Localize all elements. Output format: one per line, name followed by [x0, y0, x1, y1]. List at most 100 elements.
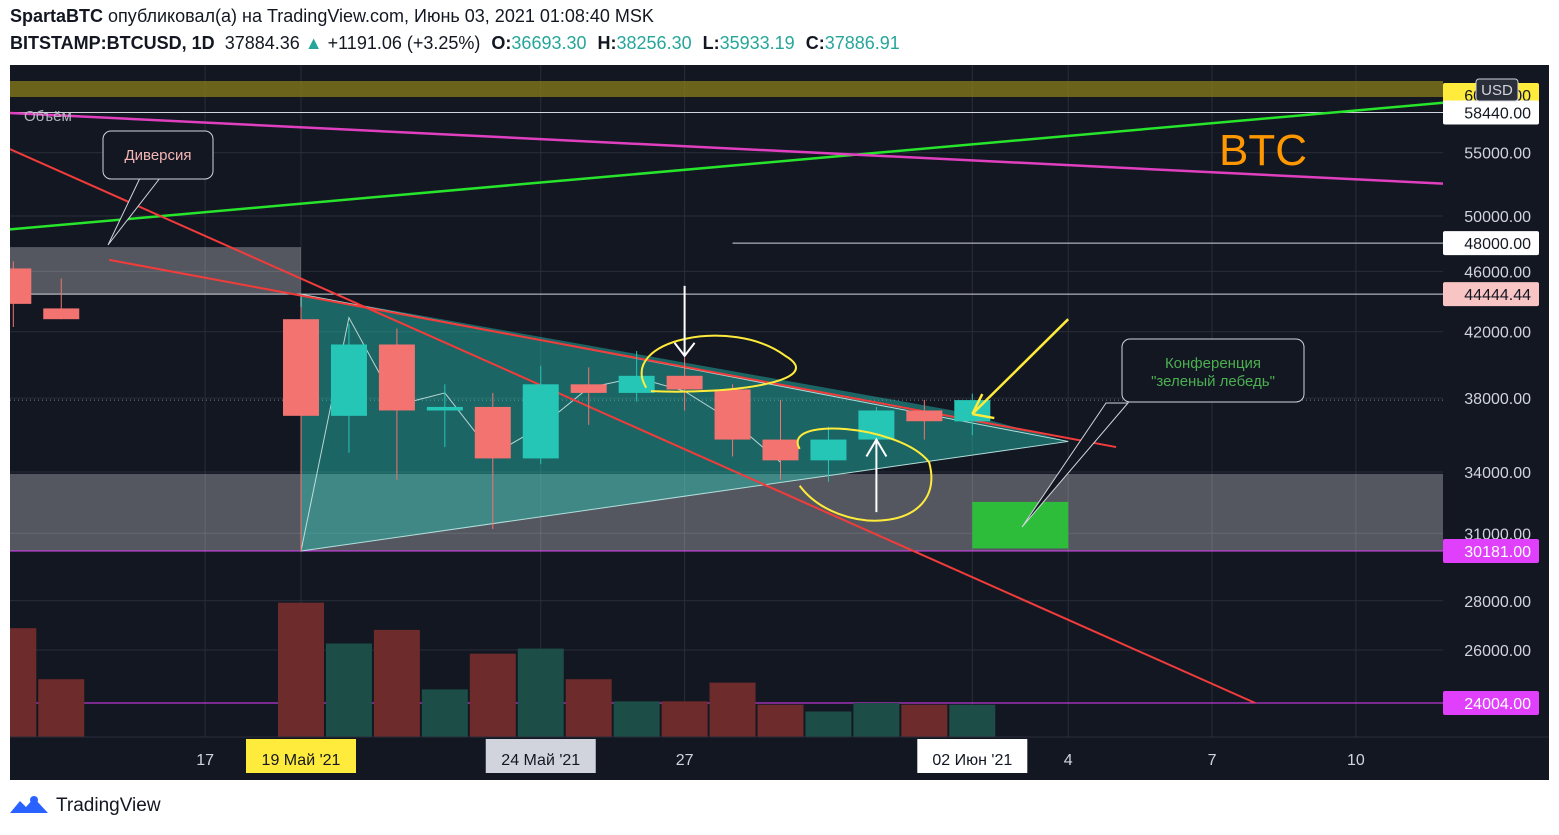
chart-area[interactable]: Диверсия Конференция "зеленый лебедь" Объём… — [10, 65, 1549, 780]
time-highlight-label: 19 Май '21 — [262, 752, 341, 769]
time-tick-label: 17 — [196, 752, 214, 769]
candle-up — [810, 439, 847, 461]
candle-down — [714, 389, 751, 440]
open-value: 36693.30 — [511, 33, 587, 53]
chart-title: BTC — [1219, 126, 1307, 175]
volume-bar — [278, 602, 324, 737]
time-highlight-bg — [917, 739, 1028, 773]
footer: TradingView — [8, 795, 161, 817]
volume-bar — [421, 689, 468, 737]
symbol-ohlc-line: BITSTAMP:BTCUSD, 1D 37884.36 ▲ +1191.06 … — [10, 33, 900, 54]
close-label: C: — [805, 33, 825, 53]
price-change: +1191.06 (+3.25%) — [327, 33, 481, 53]
price-marker-bg — [1443, 539, 1539, 564]
volume-bar — [853, 703, 900, 737]
callout-pointer — [1021, 402, 1130, 528]
resistance-zone — [10, 81, 1443, 97]
annotation-diversia: Диверсия — [124, 147, 191, 164]
candle-down — [762, 439, 799, 461]
candle-down — [570, 384, 607, 393]
time-highlight-label: 24 Май '21 — [501, 752, 580, 769]
currency-label: USD — [1481, 82, 1513, 99]
close-value: 37886.91 — [824, 33, 900, 53]
volume-bar — [613, 701, 660, 737]
candle-up — [330, 344, 367, 416]
candle-down — [10, 268, 32, 304]
price-marker-label: 48000.00 — [1464, 236, 1531, 253]
low-label: L: — [702, 33, 720, 53]
candle-up — [522, 384, 559, 459]
volume-bar — [901, 704, 948, 737]
price-marker-label: 30181.00 — [1464, 544, 1531, 561]
symbol-name[interactable]: BITSTAMP:BTCUSD, 1D — [10, 33, 215, 53]
candle-down — [378, 344, 415, 411]
price-marker-label: 58440.00 — [1464, 105, 1531, 122]
open-label: O: — [491, 33, 512, 53]
volume-bar — [757, 704, 804, 737]
annotation-conference-line2: "зеленый лебедь" — [1151, 373, 1275, 390]
price-axis-bg — [1443, 65, 1549, 737]
price-tick-label: 38000.00 — [1464, 391, 1531, 408]
publish-info: SpartaBTC опубликовал(а) на TradingView.… — [10, 6, 654, 27]
volume-bar — [949, 704, 996, 737]
magenta-trend-line — [10, 111, 1444, 185]
price-marker-bg — [1443, 691, 1539, 715]
candle-down — [283, 319, 319, 416]
author-name[interactable]: SpartaBTC — [10, 6, 104, 26]
price-tick-label: 46000.00 — [1464, 264, 1531, 281]
candle-down — [906, 410, 943, 422]
up-arrow-icon: ▲ — [304, 33, 323, 53]
price-tick-label: 26000.00 — [1464, 643, 1531, 660]
price-marker-bg — [1443, 282, 1539, 307]
price-tick-label: 50000.00 — [1464, 209, 1531, 226]
time-highlight-bg — [485, 739, 596, 773]
tradingview-logo-icon — [10, 796, 48, 813]
price-tick-label: 28000.00 — [1464, 594, 1531, 611]
volume-bar — [805, 711, 852, 737]
price-marker-label: 24004.00 — [1464, 696, 1531, 713]
candle-down — [474, 406, 511, 459]
yellow-circle-top — [640, 334, 797, 393]
volume-bar — [469, 653, 516, 737]
volume-bar — [565, 679, 612, 737]
price-marker-label: 44444.44 — [1464, 287, 1531, 304]
volume-bar — [38, 679, 85, 737]
last-price: 37884.36 — [224, 33, 300, 53]
currency-badge — [1475, 78, 1519, 102]
chart-svg[interactable]: Диверсия Конференция"зеленый лебедь" Объём… — [10, 65, 1549, 780]
time-highlight-label: 02 Июн '21 — [932, 752, 1012, 769]
price-tick-label: 55000.00 — [1464, 146, 1531, 163]
volume-bar — [325, 643, 372, 737]
conference-box — [972, 501, 1069, 549]
time-tick-label: 7 — [1208, 752, 1217, 769]
annotation-conference-line1: Конференция — [1165, 355, 1261, 372]
down-arrow-head — [673, 342, 696, 358]
candle-down — [666, 375, 703, 390]
time-highlight-bg — [246, 739, 356, 773]
callout-box — [1121, 338, 1305, 403]
candle-up — [618, 375, 655, 393]
price-tick-label: 31000.00 — [1464, 526, 1531, 543]
up-arrow-head — [865, 437, 888, 458]
volume-bar — [517, 648, 564, 737]
time-tick-label: 10 — [1347, 752, 1365, 769]
tradingview-brand[interactable]: TradingView — [56, 795, 161, 816]
price-marker-bg — [1443, 231, 1539, 256]
volume-label: Объём — [24, 108, 72, 125]
high-value: 38256.30 — [616, 33, 692, 53]
callout-box — [102, 130, 214, 180]
published-text: опубликовал(а) на TradingView.com, Июнь … — [108, 6, 654, 26]
yellow-circle-bottom — [796, 427, 933, 522]
yellow-arrow-line — [971, 318, 1070, 415]
yellow-arrow-head — [971, 393, 995, 420]
time-tick-label: 27 — [676, 752, 694, 769]
volume-bar — [661, 701, 708, 737]
candle-down — [43, 308, 80, 320]
support-zone — [10, 473, 1443, 552]
high-label: H: — [597, 33, 617, 53]
volume-bar — [709, 682, 756, 737]
red-trend-line-short — [109, 258, 1117, 449]
time-tick-label: 4 — [1064, 752, 1073, 769]
green-trend-line — [10, 101, 1444, 231]
low-value: 35933.19 — [719, 33, 795, 53]
